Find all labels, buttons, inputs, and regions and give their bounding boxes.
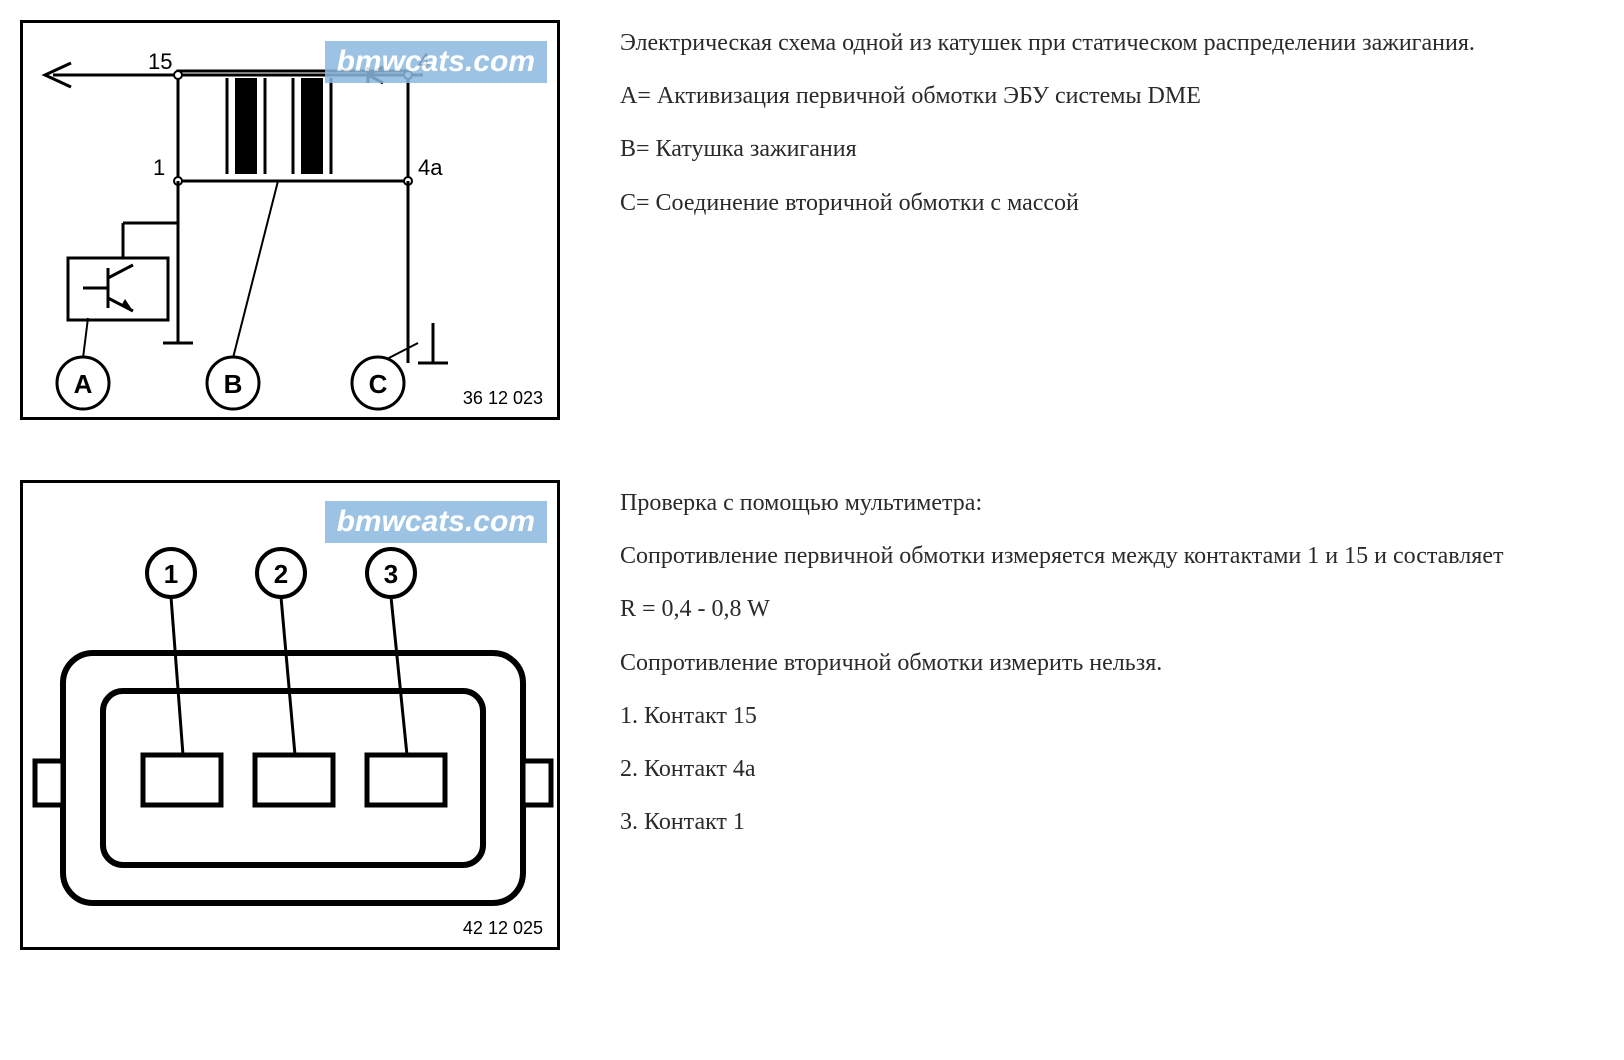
circle-2-label: 2 — [274, 559, 288, 589]
circle-C-label: C — [369, 369, 388, 399]
pin-15-label: 15 — [148, 49, 172, 74]
row-1: bmwcats.com 15 4 1 4a — [20, 20, 1604, 420]
diagram-coil-schematic: bmwcats.com 15 4 1 4a — [20, 20, 560, 420]
intro-text: Электрическая схема одной из катушек при… — [620, 28, 1475, 59]
contact-2: 2. Контакт 4a — [620, 754, 1503, 785]
legend-c: C= Соединение вторичной обмотки с массой — [620, 188, 1475, 219]
connector-svg: 1 2 3 — [23, 483, 563, 953]
diagram-number-2: 42 12 025 — [463, 918, 543, 939]
multimeter-title: Проверка с помощью мультиметра: — [620, 488, 1503, 519]
circle-A-label: A — [74, 369, 93, 399]
legend-a: A= Активизация первичной обмотки ЭБУ сис… — [620, 81, 1475, 112]
row-2: bmwcats.com 1 2 3 42 12 025 — [20, 480, 1604, 950]
secondary-note: Сопротивление вторичной обмотки измерить… — [620, 648, 1503, 679]
legend-b: B= Катушка зажигания — [620, 134, 1475, 165]
schematic-svg: 15 4 1 4a — [23, 23, 563, 423]
circle-B-label: B — [224, 369, 243, 399]
watermark: bmwcats.com — [325, 41, 547, 83]
diagram-connector: bmwcats.com 1 2 3 42 12 025 — [20, 480, 560, 950]
resistance-value: R = 0,4 - 0,8 W — [620, 594, 1503, 625]
text-block-2: Проверка с помощью мультиметра: Сопротив… — [620, 480, 1503, 860]
pin-1-label: 1 — [153, 155, 165, 180]
watermark: bmwcats.com — [325, 501, 547, 543]
diagram-number-1: 36 12 023 — [463, 388, 543, 409]
resistance-desc: Сопротивление первичной обмотки измеряет… — [620, 541, 1503, 572]
contact-1: 1. Контакт 15 — [620, 701, 1503, 732]
text-block-1: Электрическая схема одной из катушек при… — [620, 20, 1475, 241]
contact-3: 3. Контакт 1 — [620, 807, 1503, 838]
circle-3-label: 3 — [384, 559, 398, 589]
pin-4a-label: 4a — [418, 155, 443, 180]
circle-1-label: 1 — [164, 559, 178, 589]
